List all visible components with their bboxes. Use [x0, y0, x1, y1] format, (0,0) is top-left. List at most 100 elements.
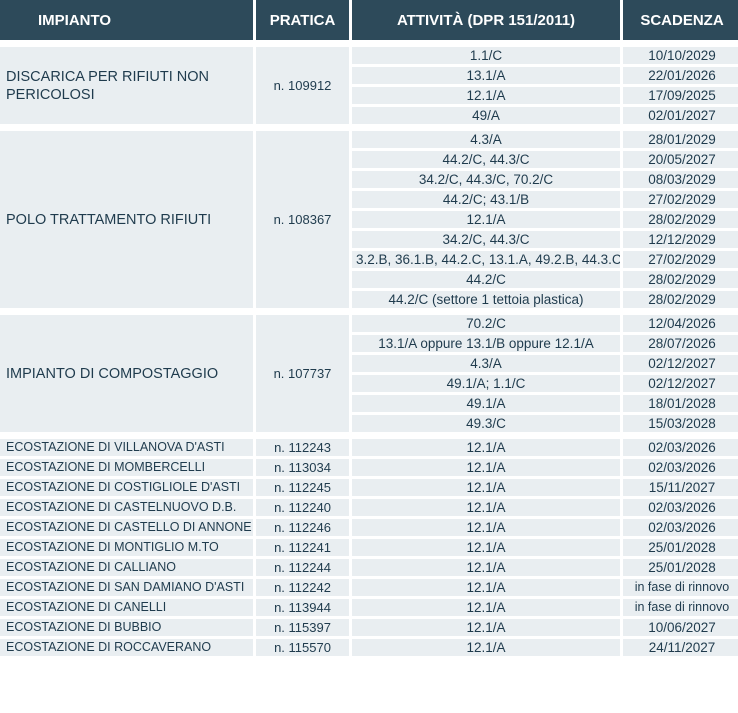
attivita-cell: 12.1/A	[352, 439, 620, 456]
attivita-cell: 12.1/A	[352, 579, 620, 596]
header-impianto: IMPIANTO	[0, 0, 253, 40]
scadenza-cell: 02/12/2027	[623, 375, 738, 392]
attivita-cell: 49.1/A; 1.1/C	[352, 375, 620, 392]
attivita-cell: 49/A	[352, 107, 620, 124]
table-row: 13.1/A 22/01/2026	[0, 67, 738, 84]
scadenza-cell: 02/03/2026	[623, 519, 738, 536]
attivita-cell: 12.1/A	[352, 599, 620, 616]
header-attivita: ATTIVITÀ (DPR 151/2011)	[352, 0, 620, 40]
table-row: 3.2.B, 36.1.B, 44.2.C, 13.1.A, 49.2.B, 4…	[0, 251, 738, 268]
pratica-cell: n. 115570	[256, 639, 349, 656]
impianto-cell: IMPIANTO DI COMPOSTAGGIO	[0, 315, 253, 432]
attivita-cell: 13.1/A	[352, 67, 620, 84]
pratica-cell: n. 112243	[256, 439, 349, 456]
scadenza-cell: 02/12/2027	[623, 355, 738, 372]
pratica-cell: n. 112244	[256, 559, 349, 576]
scadenza-cell: 28/07/2026	[623, 335, 738, 352]
attivita-cell: 1.1/C	[352, 47, 620, 64]
table-row: 34.2/C, 44.3/C, 70.2/C 08/03/2029	[0, 171, 738, 188]
scadenza-cell: 10/10/2029	[623, 47, 738, 64]
impianto-cell: ECOSTAZIONE DI SAN DAMIANO D'ASTI	[0, 579, 253, 596]
table-row: IMPIANTO DI COMPOSTAGGIO n. 107737 70.2/C 1…	[0, 315, 738, 432]
pratica-cell: n. 112245	[256, 479, 349, 496]
table-row: 13.1/A oppure 13.1/B oppure 12.1/A 28/07/…	[0, 335, 738, 352]
table-row: ECOSTAZIONE DI CALLIANO n. 112244 12.1/A 25…	[0, 559, 738, 576]
table-row: 49/A 02/01/2027	[0, 107, 738, 124]
scadenza-cell: in fase di rinnovo	[623, 599, 738, 616]
scadenza-cell: in fase di rinnovo	[623, 579, 738, 596]
scadenza-cell: 20/05/2027	[623, 151, 738, 168]
table-row: ECOSTAZIONE DI CASTELLO DI ANNONE n. 1122…	[0, 519, 738, 536]
scadenza-cell: 12/04/2026	[623, 315, 738, 332]
pratica-cell: n. 113034	[256, 459, 349, 476]
table-row: ECOSTAZIONE DI BUBBIO n. 115397 12.1/A 10/0…	[0, 619, 738, 636]
attivita-cell: 12.1/A	[352, 639, 620, 656]
attivita-cell: 4.3/A	[352, 131, 620, 148]
impianto-cell: ECOSTAZIONE DI ROCCAVERANO	[0, 639, 253, 656]
attivita-cell: 44.2/C, 44.3/C	[352, 151, 620, 168]
scadenza-cell: 22/01/2026	[623, 67, 738, 84]
table-row: 49.1/A 18/01/2028	[0, 395, 738, 412]
fire-prevention-table: IMPIANTO PRATICA ATTIVITÀ (DPR 151/2011)…	[0, 0, 738, 656]
pratica-cell: n. 112246	[256, 519, 349, 536]
pratica-cell: n. 109912	[256, 47, 349, 124]
pratica-cell: n. 112240	[256, 499, 349, 516]
header-pratica: PRATICA	[256, 0, 349, 40]
attivita-cell: 44.2/C	[352, 271, 620, 288]
attivita-cell: 49.1/A	[352, 395, 620, 412]
attivita-cell: 12.1/A	[352, 519, 620, 536]
attivita-cell: 12.1/A	[352, 459, 620, 476]
impianto-cell: ECOSTAZIONE DI CASTELLO DI ANNONE	[0, 519, 253, 536]
table-row: 12.1/A 28/02/2029	[0, 211, 738, 228]
scadenza-cell: 10/06/2027	[623, 619, 738, 636]
impianto-cell: ECOSTAZIONE DI BUBBIO	[0, 619, 253, 636]
table-row: 44.2/C 28/02/2029	[0, 271, 738, 288]
table-row: 12.1/A 17/09/2025	[0, 87, 738, 104]
table-row: ECOSTAZIONE DI MONTIGLIO M.TO n. 112241 12…	[0, 539, 738, 556]
attivita-cell: 49.3/C	[352, 415, 620, 432]
attivita-cell: 34.2/C, 44.3/C, 70.2/C	[352, 171, 620, 188]
table-header-row: IMPIANTO PRATICA ATTIVITÀ (DPR 151/2011)…	[0, 0, 738, 40]
attivita-cell: 34.2/C, 44.3/C	[352, 231, 620, 248]
attivita-cell: 70.2/C	[352, 315, 620, 332]
scadenza-cell: 15/03/2028	[623, 415, 738, 432]
scadenza-cell: 12/12/2029	[623, 231, 738, 248]
scadenza-cell: 02/01/2027	[623, 107, 738, 124]
attivita-cell: 12.1/A	[352, 539, 620, 556]
pratica-cell: n. 108367	[256, 131, 349, 308]
table-row: ECOSTAZIONE DI SAN DAMIANO D'ASTI n. 1122…	[0, 579, 738, 596]
table-row: 44.2/C, 44.3/C 20/05/2027	[0, 151, 738, 168]
scadenza-cell: 24/11/2027	[623, 639, 738, 656]
attivita-cell: 4.3/A	[352, 355, 620, 372]
impianto-cell: POLO TRATTAMENTO RIFIUTI	[0, 131, 253, 308]
table-row: ECOSTAZIONE DI CANELLI n. 113944 12.1/A in …	[0, 599, 738, 616]
pratica-cell: n. 112242	[256, 579, 349, 596]
scadenza-cell: 28/01/2029	[623, 131, 738, 148]
table-row: 49.1/A; 1.1/C 02/12/2027	[0, 375, 738, 392]
table-row: ECOSTAZIONE DI ROCCAVERANO n. 115570 12.1/…	[0, 639, 738, 656]
table-row: DISCARICA PER RIFIUTI NON PERICOLOSI n. 1…	[0, 47, 738, 124]
attivita-cell: 13.1/A oppure 13.1/B oppure 12.1/A	[352, 335, 620, 352]
impianto-cell: ECOSTAZIONE DI MOMBERCELLI	[0, 459, 253, 476]
scadenza-cell: 27/02/2029	[623, 191, 738, 208]
pratica-cell: n. 115397	[256, 619, 349, 636]
pratica-cell: n. 107737	[256, 315, 349, 432]
impianto-cell: ECOSTAZIONE DI CASTELNUOVO D.B.	[0, 499, 253, 516]
impianto-cell: DISCARICA PER RIFIUTI NON PERICOLOSI	[0, 47, 253, 124]
attivita-cell: 3.2.B, 36.1.B, 44.2.C, 13.1.A, 49.2.B, 4…	[352, 251, 620, 268]
table-row: ECOSTAZIONE DI MOMBERCELLI n. 113034 12.1/…	[0, 459, 738, 476]
attivita-cell: 12.1/A	[352, 211, 620, 228]
table-row: 4.3/A 02/12/2027	[0, 355, 738, 372]
scadenza-cell: 27/02/2029	[623, 251, 738, 268]
scadenza-cell: 28/02/2029	[623, 291, 738, 308]
scadenza-cell: 08/03/2029	[623, 171, 738, 188]
pratica-cell: n. 113944	[256, 599, 349, 616]
scadenza-cell: 02/03/2026	[623, 459, 738, 476]
attivita-cell: 12.1/A	[352, 559, 620, 576]
table-row: ECOSTAZIONE DI CASTELNUOVO D.B. n. 112240…	[0, 499, 738, 516]
attivita-cell: 12.1/A	[352, 619, 620, 636]
attivita-cell: 12.1/A	[352, 499, 620, 516]
impianto-cell: ECOSTAZIONE DI CALLIANO	[0, 559, 253, 576]
scadenza-cell: 18/01/2028	[623, 395, 738, 412]
scadenza-cell: 25/01/2028	[623, 539, 738, 556]
